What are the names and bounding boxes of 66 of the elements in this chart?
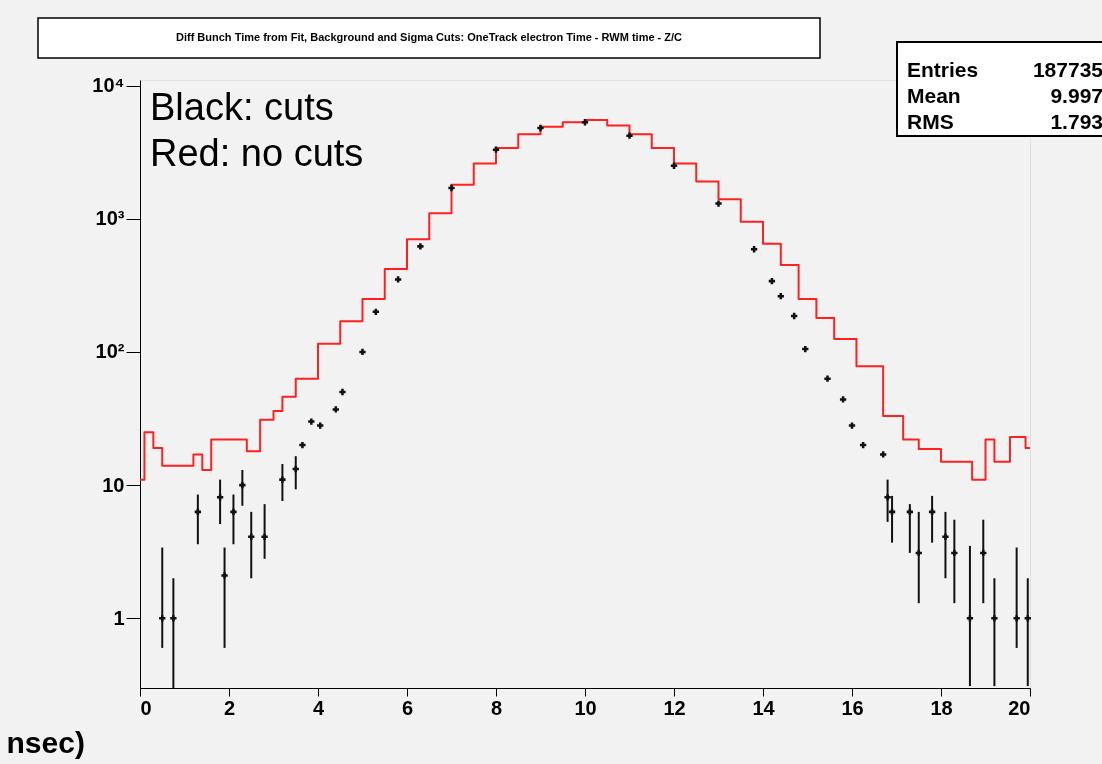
- point: [966, 615, 974, 622]
- point: [239, 481, 246, 489]
- point: [332, 406, 339, 413]
- point: [339, 388, 346, 396]
- point: [221, 572, 228, 579]
- x-tick-label: 16: [841, 696, 864, 719]
- point: [750, 246, 758, 253]
- point: [299, 441, 306, 449]
- point: [394, 276, 402, 283]
- point: [884, 494, 891, 501]
- x-tick-label: 12: [663, 696, 686, 719]
- point: [839, 396, 847, 403]
- point: [980, 549, 987, 557]
- y-tick-label: 10³: [95, 207, 125, 230]
- point: [279, 476, 286, 483]
- annotation: Red: no cuts: [150, 132, 364, 174]
- point: [492, 146, 500, 153]
- point: [715, 200, 722, 207]
- point: [581, 119, 589, 126]
- point: [359, 348, 366, 356]
- point: [159, 615, 166, 622]
- annotation: Black: cuts: [150, 86, 334, 128]
- text: 187735: [1032, 58, 1102, 81]
- x-tick-label: 8: [490, 696, 503, 719]
- x-tick-label: 0: [140, 696, 152, 719]
- point: [417, 243, 424, 250]
- annotation: Entries: [907, 58, 979, 81]
- point: [317, 422, 324, 429]
- text: 9.997: [1050, 84, 1102, 107]
- point: [216, 494, 224, 501]
- point: [670, 162, 678, 169]
- point: [942, 533, 949, 540]
- annotation: Mean: [907, 84, 961, 107]
- point: [848, 422, 856, 429]
- x-tick-label: 6: [401, 696, 414, 719]
- x-tick-label: 10: [574, 696, 597, 719]
- point: [448, 184, 455, 192]
- y-tick-label: 10⁴: [92, 74, 125, 97]
- x-axis-title: nsec): [6, 725, 85, 759]
- point: [170, 615, 177, 622]
- point: [261, 533, 268, 540]
- y-tick-label: 10²: [95, 340, 125, 363]
- point: [248, 533, 255, 540]
- point: [1024, 615, 1031, 622]
- x-tick-label: 18: [930, 696, 953, 719]
- point: [230, 508, 237, 516]
- point: [537, 124, 544, 132]
- point: [915, 549, 922, 557]
- annotation: RMS: [907, 110, 954, 133]
- point: [991, 615, 998, 622]
- x-tick-label: 14: [752, 696, 776, 719]
- point: [802, 345, 809, 353]
- y-tick-label: 1: [113, 606, 125, 629]
- chart-title: Diff Bunch Time from Fit, Background and Sigma Cuts: OneTrack electron Time - RWM time - Z/C: [175, 31, 683, 43]
- point: [824, 375, 831, 382]
- point: [951, 549, 958, 557]
- point: [292, 465, 299, 473]
- y-tick-label: 10: [102, 473, 125, 496]
- x-tick-label: 20: [1008, 696, 1031, 719]
- x-tick-label: 2: [223, 696, 236, 719]
- point: [308, 418, 315, 425]
- point: [879, 451, 887, 458]
- text: 1.793: [1050, 110, 1102, 133]
- point: [1013, 615, 1020, 622]
- point: [626, 132, 633, 139]
- x-tick-label: 4: [312, 696, 325, 719]
